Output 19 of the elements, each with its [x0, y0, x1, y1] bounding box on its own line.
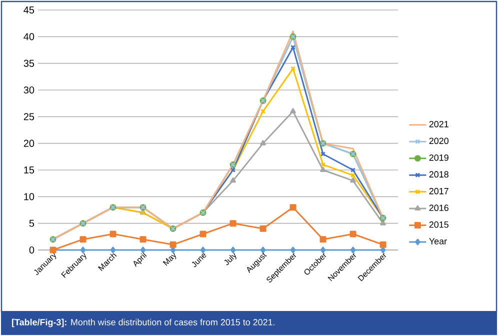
y-tick-label: 35	[24, 60, 34, 67]
text: [Table/Fig-3]: Month wise distribution of cases from 2015 to 2021.	[12, 318, 274, 328]
legend-label: 2021	[429, 120, 448, 128]
legend-label: 2015	[429, 221, 448, 228]
y-tick-label: 5	[29, 220, 34, 227]
legend-label: Year	[429, 238, 447, 244]
legend-label: 2019	[429, 154, 448, 161]
y-tick-label: 0	[29, 246, 34, 254]
y-tick-label: 10	[24, 193, 34, 200]
y-tick-label: 30	[24, 86, 34, 94]
legend-label: 2018	[429, 171, 448, 178]
legend-label: 2020	[429, 138, 448, 144]
y-tick-label: 40	[24, 33, 34, 40]
legend-label: 2016	[429, 204, 448, 212]
y-tick-label: 20	[24, 140, 34, 147]
y-tick-label: 15	[24, 166, 34, 174]
legend-label: 2017	[429, 188, 448, 194]
y-tick-label: 45	[24, 6, 34, 14]
y-tick-label: 25	[24, 113, 34, 120]
